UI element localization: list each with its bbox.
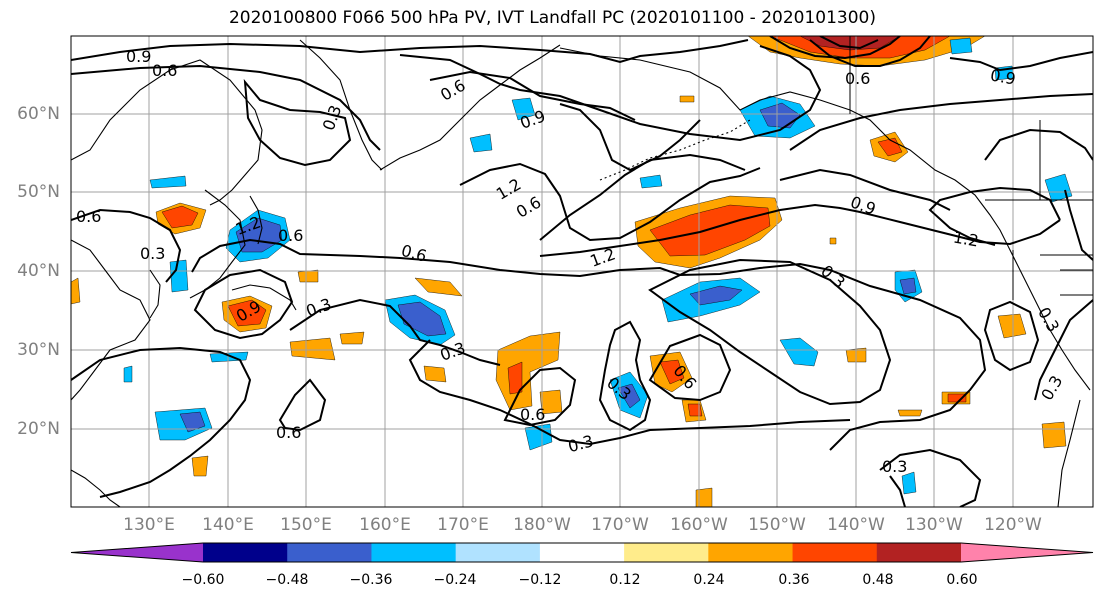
map-title: 2020100800 F066 500 hPa PV, IVT Landfall… bbox=[228, 8, 876, 28]
contour-label: 0.9 bbox=[989, 65, 1017, 88]
colorbar-swatch bbox=[539, 543, 625, 562]
colorbar-tick-label: −0.24 bbox=[433, 572, 477, 588]
ivt-shading bbox=[71, 36, 1073, 507]
colorbar-tick-label: 0.60 bbox=[946, 572, 978, 588]
map-frame bbox=[70, 35, 1094, 508]
colorbar-tick-label: −0.36 bbox=[349, 572, 393, 588]
lat-label: 20°N bbox=[17, 419, 60, 439]
contour-label: 1.2 bbox=[493, 174, 525, 203]
map-plot-area: 0.9 0.6 0.3 0.6 0.9 1.2 0.6 1.2 0.9 1.2 … bbox=[71, 36, 1093, 507]
colorbar-swatch bbox=[371, 543, 457, 562]
lon-label: 150°W bbox=[748, 515, 806, 535]
lon-label: 120°W bbox=[984, 515, 1042, 535]
lon-label: 170°W bbox=[591, 515, 649, 535]
contour-label: 0.6 bbox=[437, 75, 469, 104]
lat-label: 40°N bbox=[17, 261, 60, 281]
contour-label: 0.6 bbox=[278, 226, 303, 245]
colorbar bbox=[70, 542, 1094, 563]
lon-label: 160°E bbox=[359, 515, 411, 535]
colorbar-tick-label: 0.48 bbox=[862, 572, 894, 588]
lat-lon-grid bbox=[71, 36, 1093, 507]
contour-label: 1.2 bbox=[952, 227, 980, 250]
colorbar-tick-label: −0.12 bbox=[518, 572, 562, 588]
colorbar-swatch bbox=[708, 543, 794, 562]
colorbar-extend-max bbox=[961, 543, 1093, 562]
coastlines bbox=[71, 39, 1091, 507]
pv-contours bbox=[71, 36, 1093, 507]
lon-label: 160°W bbox=[670, 515, 728, 535]
contour-label: 0.6 bbox=[520, 405, 545, 424]
contour-label: 0.3 bbox=[319, 103, 346, 133]
contour-label: 0.6 bbox=[845, 69, 870, 88]
lon-label: 150°E bbox=[280, 515, 332, 535]
lat-label: 60°N bbox=[17, 104, 60, 124]
contour-label: 0.9 bbox=[126, 47, 151, 66]
contour-label: 0.3 bbox=[882, 457, 907, 476]
colorbar-tick-label: 0.24 bbox=[693, 572, 725, 588]
colorbar-swatch bbox=[792, 543, 878, 562]
colorbar-swatch bbox=[455, 543, 541, 562]
colorbar-tick-label: 0.36 bbox=[778, 572, 810, 588]
contour-label: 0.6 bbox=[276, 423, 301, 442]
contour-label: 1.2 bbox=[588, 244, 618, 271]
contour-label: 0.3 bbox=[304, 294, 334, 321]
contour-label: 0.6 bbox=[152, 61, 177, 80]
contour-label: 0.6 bbox=[399, 241, 429, 266]
lat-label: 30°N bbox=[17, 340, 60, 360]
colorbar-swatch bbox=[624, 543, 709, 562]
contour-label: 0.3 bbox=[566, 431, 596, 456]
colorbar-swatch bbox=[287, 543, 372, 562]
colorbar-swatch bbox=[203, 543, 288, 562]
lon-label: 130°W bbox=[905, 515, 963, 535]
colorbar-swatch bbox=[876, 543, 962, 562]
lon-label: 170°E bbox=[437, 515, 489, 535]
contour-label: 0.6 bbox=[513, 192, 545, 221]
borders bbox=[849, 36, 1093, 300]
contour-label: 0.3 bbox=[817, 261, 849, 292]
colorbar-extend-min bbox=[71, 543, 203, 562]
contour-label: 0.3 bbox=[1034, 304, 1063, 336]
lat-label: 50°N bbox=[17, 182, 60, 202]
lon-label: 140°E bbox=[202, 515, 254, 535]
contour-label: 0.6 bbox=[76, 207, 101, 226]
lon-label: 140°W bbox=[827, 515, 885, 535]
contour-label: 0.3 bbox=[140, 244, 165, 263]
colorbar-tick-label: 0.12 bbox=[609, 572, 641, 588]
colorbar-tick-label: −0.48 bbox=[265, 572, 309, 588]
colorbar-outline bbox=[70, 542, 1094, 563]
lon-label: 130°E bbox=[123, 515, 175, 535]
lon-label: 180°W bbox=[513, 515, 571, 535]
colorbar-tick-label: −0.60 bbox=[181, 572, 225, 588]
